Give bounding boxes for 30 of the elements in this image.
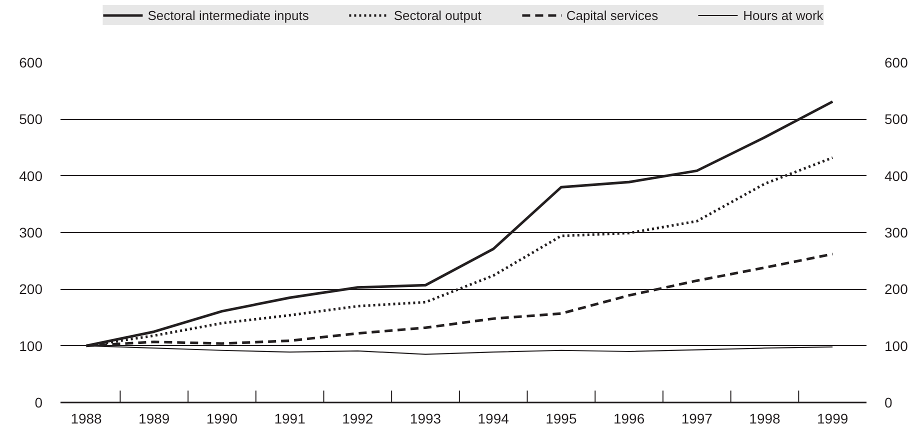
y-tick-label: 200 — [19, 281, 43, 298]
x-tick-label: 1996 — [613, 410, 645, 426]
x-tick-label: 1993 — [410, 410, 442, 426]
y2-tick-label: 400 — [884, 168, 908, 184]
y-tick-label: 600 — [19, 54, 43, 70]
x-tick-label: 1991 — [274, 410, 306, 426]
legend-label: Sectoral intermediate inputs — [148, 8, 309, 22]
y-tick-label: 300 — [19, 224, 43, 240]
x-tick-label: 1990 — [206, 410, 238, 426]
x-tick-label: 1997 — [681, 410, 713, 426]
y-tick-label: 0 — [34, 394, 43, 410]
legend-label: Sectoral output — [394, 8, 482, 22]
x-tick-label: 1988 — [70, 410, 102, 426]
x-tick-label: 1994 — [478, 410, 510, 426]
x-tick-label: 1998 — [749, 410, 781, 426]
y2-tick-label: 500 — [884, 111, 908, 128]
x-tick-label: 1995 — [546, 410, 577, 426]
y2-tick-label: 100 — [884, 338, 908, 354]
y-tick-label: 400 — [19, 168, 43, 184]
y-tick-label: 100 — [19, 338, 43, 354]
x-tick-label: 1989 — [138, 410, 170, 426]
y2-tick-label: 0 — [884, 394, 892, 410]
legend-label: Hours at work — [743, 8, 824, 22]
x-tick-label: 1992 — [342, 410, 374, 426]
legend-label: Capital services — [566, 8, 658, 22]
x-tick-label: 1999 — [817, 410, 848, 426]
y2-tick-label: 600 — [884, 54, 908, 70]
y-tick-label: 500 — [19, 111, 43, 128]
y2-tick-label: 200 — [884, 281, 908, 298]
y2-tick-label: 300 — [884, 224, 908, 240]
